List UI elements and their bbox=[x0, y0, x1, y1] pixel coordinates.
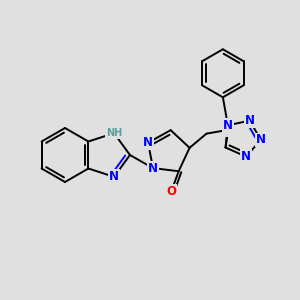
Text: N: N bbox=[241, 150, 251, 163]
Text: NH: NH bbox=[106, 128, 122, 138]
Text: N: N bbox=[148, 162, 158, 175]
Text: N: N bbox=[245, 114, 255, 127]
Text: N: N bbox=[109, 170, 119, 183]
Text: N: N bbox=[143, 136, 153, 149]
Text: S: S bbox=[224, 123, 233, 136]
Text: O: O bbox=[166, 185, 176, 198]
Text: N: N bbox=[256, 134, 266, 146]
Text: N: N bbox=[223, 119, 233, 132]
